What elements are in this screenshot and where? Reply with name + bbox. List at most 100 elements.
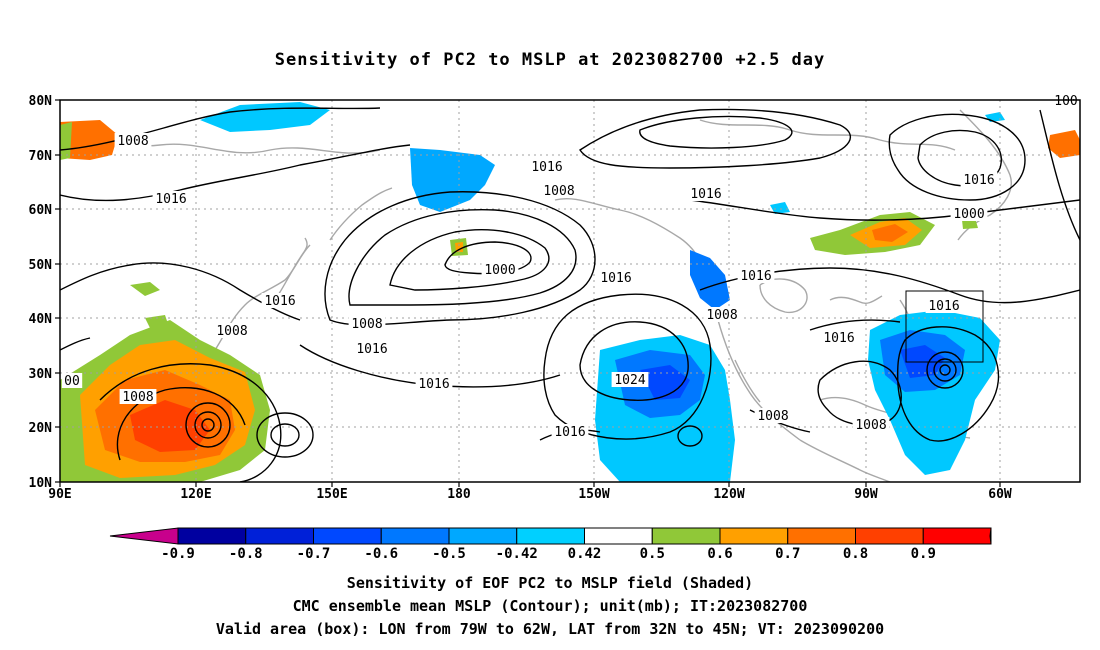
contour-label-text: 1024 xyxy=(614,373,645,388)
colorbar-swatch xyxy=(584,527,653,545)
contour-label: 1016 xyxy=(925,298,963,314)
lat-tick-label: 60N xyxy=(29,203,53,218)
isobar xyxy=(60,337,91,351)
contour-label-text: 100 xyxy=(1054,94,1077,109)
contour-label-text: 1016 xyxy=(531,160,562,175)
contour-label-text: 1016 xyxy=(740,269,771,284)
contour-label-text: 1016 xyxy=(418,377,449,392)
sensitivity-shading xyxy=(60,102,1080,482)
coastline-canada-arctic xyxy=(699,119,956,151)
coastline-central-america xyxy=(799,439,891,482)
lat-tick-label: 10N xyxy=(29,476,53,491)
isobar xyxy=(1039,109,1080,241)
contour-label-text: 1016 xyxy=(690,187,721,202)
contour-label: 00 xyxy=(61,373,83,389)
isobar xyxy=(99,363,282,482)
shade-green-northwest-edge xyxy=(60,122,72,160)
colorbar-swatch xyxy=(651,527,721,545)
contour-label: 1016 xyxy=(152,191,190,207)
contour-label-text: 1016 xyxy=(600,271,631,286)
contour-label: 100 xyxy=(1051,93,1081,109)
contour-label-text: 1008 xyxy=(543,184,574,199)
lon-tick-label: 120W xyxy=(713,487,744,502)
coastline-baja xyxy=(734,359,761,403)
contour-labels: 1008 1008 1016 1016 1008 1016 1008 1016 1016 100 0… xyxy=(61,93,1081,440)
lon-tick-label: 180 xyxy=(447,487,471,502)
colorbar-swatch xyxy=(245,527,314,545)
colorbar-tick-label: 0.5 xyxy=(640,546,665,562)
colorbar-tick-label: -0.9 xyxy=(161,546,195,562)
isobar xyxy=(639,115,793,149)
isobar xyxy=(444,241,532,275)
isobar-ring xyxy=(933,358,957,382)
shade-orange-northwest xyxy=(60,120,118,160)
colorbar-swatch xyxy=(380,527,450,545)
contour-label: 1008 xyxy=(114,133,152,149)
isobar-ring xyxy=(270,423,300,447)
isobar xyxy=(60,107,381,151)
shade-blue-east-pacific-deep xyxy=(640,365,690,400)
isobar-ring xyxy=(201,418,215,432)
coastline-hudson-bay xyxy=(759,278,808,314)
lon-tick-label: 150E xyxy=(316,487,347,502)
contour-label-text: 1008 xyxy=(351,317,382,332)
isobar xyxy=(579,108,852,169)
coastline-alaska xyxy=(554,197,701,261)
shade-greenland-orange xyxy=(1048,130,1080,158)
contour-label-text: 1016 xyxy=(264,294,295,309)
map-frame xyxy=(59,99,1081,483)
contour-label: 1016 xyxy=(960,172,998,188)
colorbar-tick-label: 0.9 xyxy=(911,546,936,562)
contour-label: 1008 xyxy=(213,323,251,339)
shade-blue-pnw xyxy=(690,250,730,310)
lat-tick-label: 40N xyxy=(29,312,53,327)
colorbar-swatch xyxy=(922,527,992,545)
lon-tick-label: 150W xyxy=(578,487,609,502)
isobar-ring xyxy=(677,425,703,447)
colorbar-high-triangle xyxy=(989,527,992,545)
coastline-japan xyxy=(274,237,308,301)
isobar xyxy=(116,386,246,461)
isobar xyxy=(348,208,577,306)
isobar-ring xyxy=(256,412,314,458)
lat-tick-label: 80N xyxy=(29,94,53,109)
colorbar-tick-label: 0.7 xyxy=(775,546,800,562)
latitude-axis: 80N 70N 60N 50N 40N 30N 20N 10N xyxy=(29,94,60,491)
colorbar-swatch xyxy=(448,527,518,545)
lat-tick-label: 70N xyxy=(29,149,53,164)
contour-label-text: 1008 xyxy=(757,409,788,424)
contour-label-text: 00 xyxy=(64,374,80,389)
map-area xyxy=(60,100,1080,482)
contour-label-text: 1008 xyxy=(706,308,737,323)
isobar xyxy=(579,321,689,401)
isobar xyxy=(324,191,596,326)
contour-label-text: 1016 xyxy=(554,425,585,440)
colorbar-low-triangle xyxy=(109,527,179,545)
lon-tick-label: 120E xyxy=(180,487,211,502)
footer-line-1: Sensitivity of EOF PC2 to MSLP field (Sh… xyxy=(346,574,754,592)
contour-label: 1016 xyxy=(737,268,775,284)
contour-label-text: 1016 xyxy=(963,173,994,188)
contour-label: 1016 xyxy=(687,186,725,202)
colorbar-tick-label: -0.5 xyxy=(432,546,466,562)
colorbar-tick-label: 0.42 xyxy=(568,546,602,562)
lat-tick-label: 20N xyxy=(29,421,53,436)
contour-label-text: 1016 xyxy=(356,342,387,357)
shade-orange-small-4 xyxy=(455,242,463,252)
shade-blue-bering xyxy=(410,148,495,212)
contour-label: 1016 xyxy=(528,159,566,175)
isobar xyxy=(917,129,1002,187)
contour-label-text: 1016 xyxy=(823,331,854,346)
colorbar-swatch xyxy=(719,527,789,545)
isobar xyxy=(389,229,550,291)
contour-label: 1008 xyxy=(754,408,792,424)
shade-green-small-1 xyxy=(130,282,160,296)
colorbar-swatch xyxy=(177,527,247,545)
contour-label-text: 1008 xyxy=(216,324,247,339)
colorbar-tick-label: -0.42 xyxy=(496,546,538,562)
colorbar-tick-label: -0.7 xyxy=(297,546,331,562)
isobar xyxy=(888,113,1026,201)
longitude-axis: 90E 120E 150E 180 150W 120W 90W 60W xyxy=(48,482,1012,502)
colorbar-tick-label: -0.6 xyxy=(364,546,398,562)
